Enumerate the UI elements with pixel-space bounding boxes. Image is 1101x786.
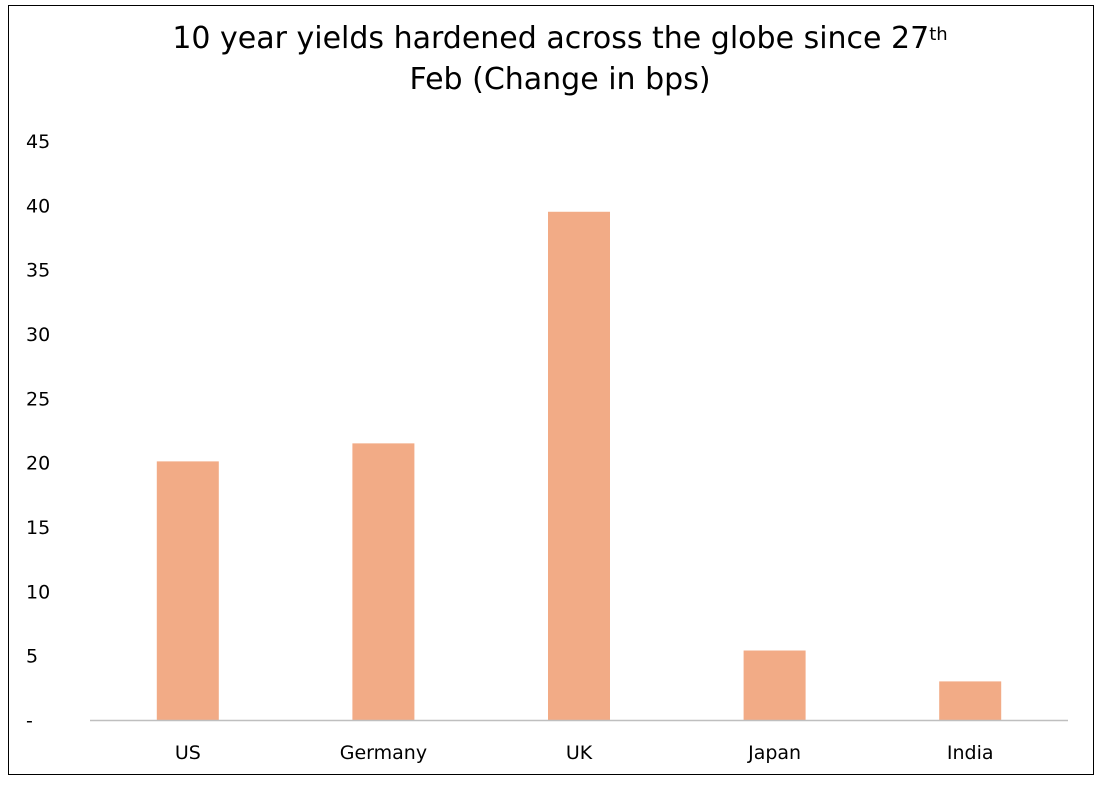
y-tick-label: 15	[26, 517, 50, 539]
bar-germany	[352, 443, 415, 720]
y-tick-label: 25	[26, 388, 50, 410]
y-tick-label: 40	[26, 195, 50, 217]
bar-japan	[743, 650, 806, 720]
x-tick-label: UK	[566, 742, 593, 764]
x-tick-label: US	[175, 742, 201, 764]
chart-title-line1: 10 year yields hardened across the globe…	[172, 21, 930, 56]
chart-title: 10 year yields hardened across the globe…	[80, 18, 1040, 100]
chart-title-line2: Feb (Change in bps)	[409, 62, 711, 97]
x-tick-label: India	[947, 742, 994, 764]
bar-us	[156, 461, 219, 720]
y-tick-label: 5	[26, 646, 38, 668]
x-tick-label: Japan	[747, 742, 801, 764]
chart-title-superscript: th	[929, 24, 948, 45]
bar-uk	[548, 211, 610, 720]
x-tick-label: Germany	[340, 742, 427, 764]
y-tick-label: 30	[26, 324, 50, 346]
y-tick-label: 20	[26, 453, 50, 475]
bar-india	[939, 681, 1002, 720]
y-tick-label: 10	[26, 581, 50, 603]
y-tick-label: 35	[26, 260, 50, 282]
y-tick-label: 45	[26, 131, 50, 153]
y-tick-label: -	[26, 710, 33, 732]
